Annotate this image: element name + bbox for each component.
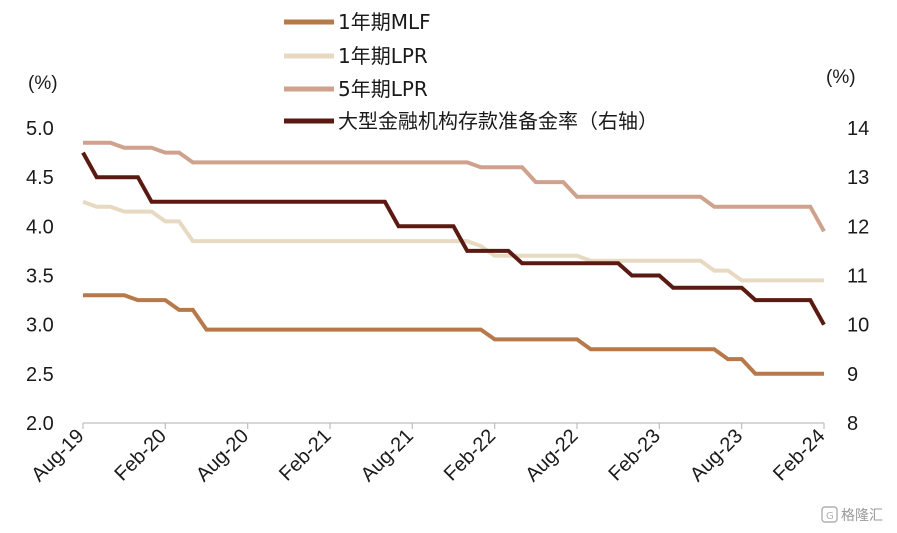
left-axis-unit: (%) <box>28 73 58 94</box>
left-tick-label: 5.0 <box>26 118 54 140</box>
right-tick-label: 13 <box>847 167 869 189</box>
right-tick-label: 9 <box>847 364 858 386</box>
x-tick-label: Feb-20 <box>110 425 170 485</box>
series-line-0 <box>83 293 824 376</box>
legend-label: 1年期MLF <box>338 10 431 34</box>
legend-label: 5年期LPR <box>338 77 428 101</box>
watermark-text: 格隆汇 <box>841 508 883 524</box>
left-tick-label: 4.0 <box>26 216 54 238</box>
x-axis-ticks: Aug-19 Feb-20 Aug-20 Feb-21 Aug-21 Feb-22 Aug-… <box>27 423 830 486</box>
x-tick-label: Aug-21 <box>357 425 418 486</box>
right-tick-label: 12 <box>847 216 869 238</box>
right-tick-label: 10 <box>847 315 869 337</box>
x-tick-label: Feb-22 <box>440 425 500 485</box>
series-line-3 <box>81 151 826 326</box>
legend: 1年期MLF 1年期LPR 5年期LPR 大型金融机构存款准备金率（右轴） <box>284 10 658 133</box>
x-tick-label: Feb-23 <box>604 425 664 485</box>
left-tick-label: 3.5 <box>26 266 54 288</box>
left-tick-label: 2.5 <box>26 364 54 386</box>
x-tick-label: Feb-24 <box>769 425 829 485</box>
left-tick-label: 2.0 <box>26 413 54 435</box>
legend-label: 1年期LPR <box>338 44 428 68</box>
series-lines <box>81 140 826 376</box>
watermark-logo-icon <box>821 506 838 523</box>
right-axis-unit: (%) <box>826 67 856 88</box>
x-tick-label: Aug-22 <box>521 425 582 486</box>
right-tick-label: 8 <box>847 413 858 435</box>
left-tick-label: 3.0 <box>26 315 54 337</box>
left-axis-ticks: 2.0 2.5 3.0 3.5 4.0 4.5 5.0 <box>26 118 54 435</box>
left-tick-label: 4.5 <box>26 167 54 189</box>
right-axis-ticks: 8 9 10 11 12 13 14 <box>847 118 869 435</box>
watermark: G 格隆汇 <box>821 506 883 524</box>
x-tick-label: Aug-23 <box>686 425 747 486</box>
watermark-logo-glyph: G <box>826 511 834 522</box>
right-tick-label: 11 <box>847 266 868 288</box>
x-tick-label: Aug-20 <box>192 425 253 486</box>
series-line-2 <box>83 140 826 233</box>
right-tick-label: 14 <box>847 118 869 140</box>
x-tick-label: Feb-21 <box>275 425 335 485</box>
legend-label: 大型金融机构存款准备金率（右轴） <box>338 109 658 133</box>
series-line-1 <box>82 199 824 283</box>
